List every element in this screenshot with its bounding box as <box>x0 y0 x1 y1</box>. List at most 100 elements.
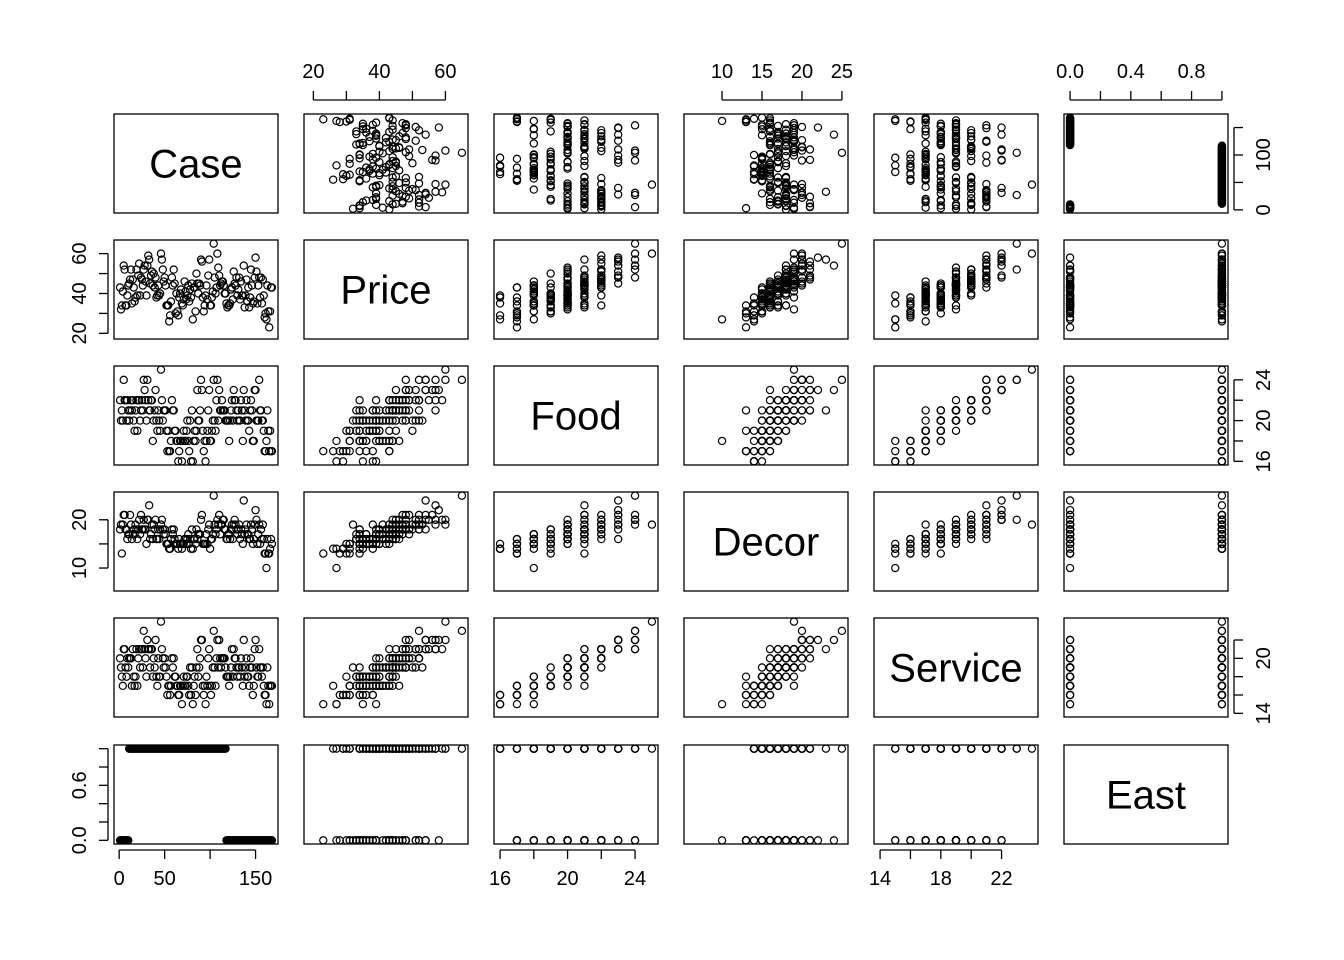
panel-food-vs-east <box>1063 365 1229 466</box>
data-point <box>813 123 823 132</box>
variable-label-service: Service <box>889 647 1022 691</box>
data-point <box>256 273 266 282</box>
data-point <box>757 663 767 672</box>
data-point <box>773 144 783 154</box>
data-point <box>345 159 354 168</box>
data-point <box>781 654 791 663</box>
data-point <box>765 169 775 178</box>
data-point <box>837 626 847 636</box>
data-point <box>134 259 144 268</box>
data-point <box>805 375 815 385</box>
data-point <box>906 174 915 184</box>
data-point <box>1217 635 1227 645</box>
data-point <box>183 416 192 425</box>
data-point <box>630 148 640 157</box>
data-point <box>982 385 991 395</box>
panel-frame <box>1063 365 1229 466</box>
data-point <box>966 289 976 298</box>
data-point <box>546 544 555 553</box>
panel-frame <box>1063 239 1229 340</box>
data-point <box>157 396 167 405</box>
data-point <box>789 396 799 405</box>
data-point <box>358 436 368 446</box>
data-point <box>580 525 589 534</box>
data-point <box>115 654 125 663</box>
data-point <box>1065 113 1075 122</box>
data-point <box>244 416 253 425</box>
data-point <box>597 173 606 183</box>
data-point <box>630 265 640 274</box>
data-point <box>765 162 775 172</box>
data-point <box>204 654 213 663</box>
data-point <box>563 299 572 308</box>
variable-label-price: Price <box>340 269 431 313</box>
data-point <box>1027 180 1037 189</box>
data-point <box>563 162 572 172</box>
data-point <box>749 161 759 170</box>
data-point <box>229 385 238 395</box>
data-point <box>546 180 555 190</box>
data-point <box>765 396 775 405</box>
data-point <box>495 315 505 324</box>
data-point <box>512 169 522 178</box>
data-point <box>223 534 232 544</box>
data-point <box>613 145 623 154</box>
data-point <box>773 744 783 753</box>
data-point <box>597 146 606 156</box>
data-point <box>951 305 961 314</box>
data-point <box>529 690 539 700</box>
data-point <box>936 303 946 312</box>
panel-frame <box>1063 617 1229 718</box>
data-point <box>529 116 539 126</box>
data-point <box>1065 644 1075 654</box>
panel-east-vs-decor <box>683 744 849 845</box>
data-point <box>789 293 799 302</box>
data-point <box>757 446 767 456</box>
data-point <box>765 116 775 125</box>
data-point <box>404 406 414 415</box>
data-point <box>512 690 522 700</box>
data-point <box>997 253 1006 262</box>
data-point <box>411 385 420 395</box>
panel-case-vs-service <box>873 113 1039 214</box>
data-point <box>781 273 791 282</box>
data-point <box>158 416 168 425</box>
data-point <box>741 301 751 310</box>
data-point <box>332 161 341 170</box>
data-point <box>237 406 247 415</box>
data-point <box>781 277 791 286</box>
data-point <box>209 375 218 385</box>
data-point <box>1217 617 1227 626</box>
data-point <box>891 167 900 177</box>
data-point <box>176 285 186 294</box>
data-point <box>158 265 168 274</box>
data-point <box>247 281 257 290</box>
data-point <box>431 151 440 160</box>
data-point <box>563 181 572 190</box>
data-point <box>597 744 606 753</box>
data-point <box>781 426 791 435</box>
data-point <box>597 265 606 274</box>
data-point <box>328 681 338 691</box>
data-point <box>982 179 991 189</box>
panel-service-vs-food <box>493 617 659 718</box>
data-point <box>150 663 159 672</box>
data-point <box>529 744 539 753</box>
data-point <box>249 681 258 691</box>
data-point <box>259 426 268 435</box>
data-point <box>398 118 407 128</box>
data-point <box>199 690 208 700</box>
data-point <box>781 836 791 845</box>
data-point <box>355 150 364 159</box>
data-point <box>580 549 589 558</box>
data-point <box>124 530 134 539</box>
data-point <box>982 406 991 415</box>
data-point <box>411 396 420 405</box>
data-point <box>781 151 791 161</box>
data-point <box>253 539 262 549</box>
data-point <box>906 154 915 164</box>
data-point <box>546 672 555 681</box>
data-point <box>130 426 139 435</box>
data-point <box>789 287 799 296</box>
data-point <box>921 127 930 136</box>
